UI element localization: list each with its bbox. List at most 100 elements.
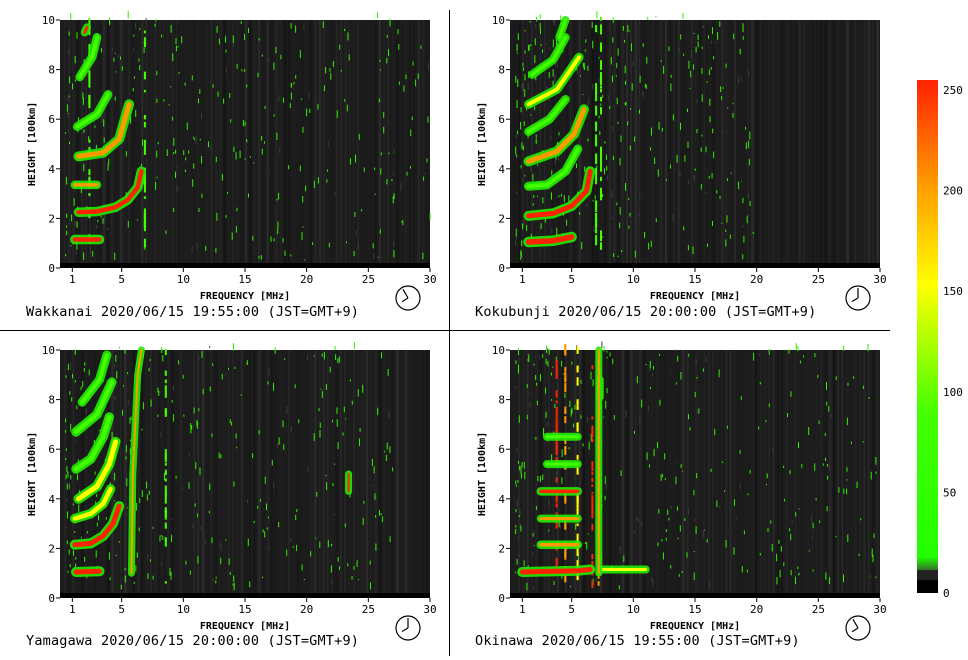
noise-mark [697,41,699,48]
noise-mark [388,50,389,56]
x-tick-label: 15 [238,273,251,286]
noise-mark [828,405,830,412]
noise-mark [124,568,126,571]
background-strip [513,20,516,268]
background-strip [720,20,724,268]
noise-mark [726,425,728,429]
echo-trace-core [526,147,580,189]
noise-mark [518,364,519,372]
noise-mark [515,228,517,237]
background-strip [712,20,715,268]
noise-mark [625,183,626,191]
noise-mark [233,575,235,582]
noise-mark [638,519,639,523]
noise-mark [171,518,173,521]
noise-mark [612,75,613,83]
noise-mark [162,535,164,540]
noise-mark [66,104,68,112]
noise-mark [639,416,641,423]
background-strip [531,350,533,598]
noise-mark [377,407,379,415]
horizontal-divider [0,330,890,331]
noise-mark [149,358,151,362]
interference-mark [164,469,167,476]
background-strip [660,350,663,598]
noise-mark [523,178,525,183]
noise-mark [616,62,618,68]
noise-mark [658,509,660,514]
noise-mark [787,413,788,418]
noise-mark [100,215,102,218]
noise-mark [662,552,664,560]
noise-mark [344,28,346,31]
interference-mark [164,414,167,417]
noise-mark [355,154,356,163]
noise-mark [105,517,107,520]
background-strip [772,350,775,598]
noise-mark [768,348,770,355]
background-strip [548,20,551,268]
echo-trace [70,484,116,524]
noise-mark [721,222,723,224]
interference-mark [597,581,600,586]
noise-mark [65,526,67,529]
x-tick-label: 10 [627,603,640,616]
background-strip [772,20,774,268]
noise-mark [515,480,517,484]
noise-mark [166,149,168,156]
interference-column [595,25,598,246]
noise-mark [378,98,380,103]
echo-trace-core [526,168,593,219]
noise-mark [701,68,703,74]
noise-mark [521,83,523,89]
background-strip [236,20,240,268]
noise-mark [273,482,275,489]
noise-mark [667,509,669,515]
noise-mark [814,353,816,358]
noise-mark [612,358,614,365]
background-strip [781,20,783,268]
noise-mark [107,164,109,171]
noise-mark [582,443,584,447]
noise-mark [714,428,716,436]
background-strip [93,20,96,268]
background-strip [794,20,797,268]
noise-mark [160,432,162,437]
noise-mark [587,65,589,71]
noise-mark [615,75,617,77]
clock-hour-hand [851,627,859,633]
noise-mark [729,234,731,239]
interference-mark [164,485,167,494]
background-strip [647,350,649,598]
noise-mark [561,360,563,367]
noise-mark [665,179,667,182]
noise-mark [182,487,184,490]
noise-mark [530,114,532,116]
background-strip [707,20,711,268]
noise-mark [372,243,374,249]
noise-mark [319,422,321,428]
echo-trace [72,90,113,131]
background-strip [634,350,637,598]
noise-mark [126,513,128,516]
noise-mark [560,194,562,197]
noise-mark [797,346,799,352]
interference-mark [564,446,567,455]
background-strip [128,350,130,598]
background-strip [193,20,195,268]
noise-mark [642,43,644,47]
noise-mark [96,494,98,497]
noise-mark [249,156,251,158]
x-tick-label: 20 [750,603,763,616]
y-tick-label: 2 [48,542,55,555]
noise-mark [679,171,681,177]
noise-mark [109,17,110,26]
background-strip [613,20,616,268]
background-strip [417,350,419,598]
noise-mark [789,528,791,532]
noise-mark [330,72,332,80]
background-strip [846,350,849,598]
noise-mark [266,503,267,511]
noise-mark [742,254,744,260]
